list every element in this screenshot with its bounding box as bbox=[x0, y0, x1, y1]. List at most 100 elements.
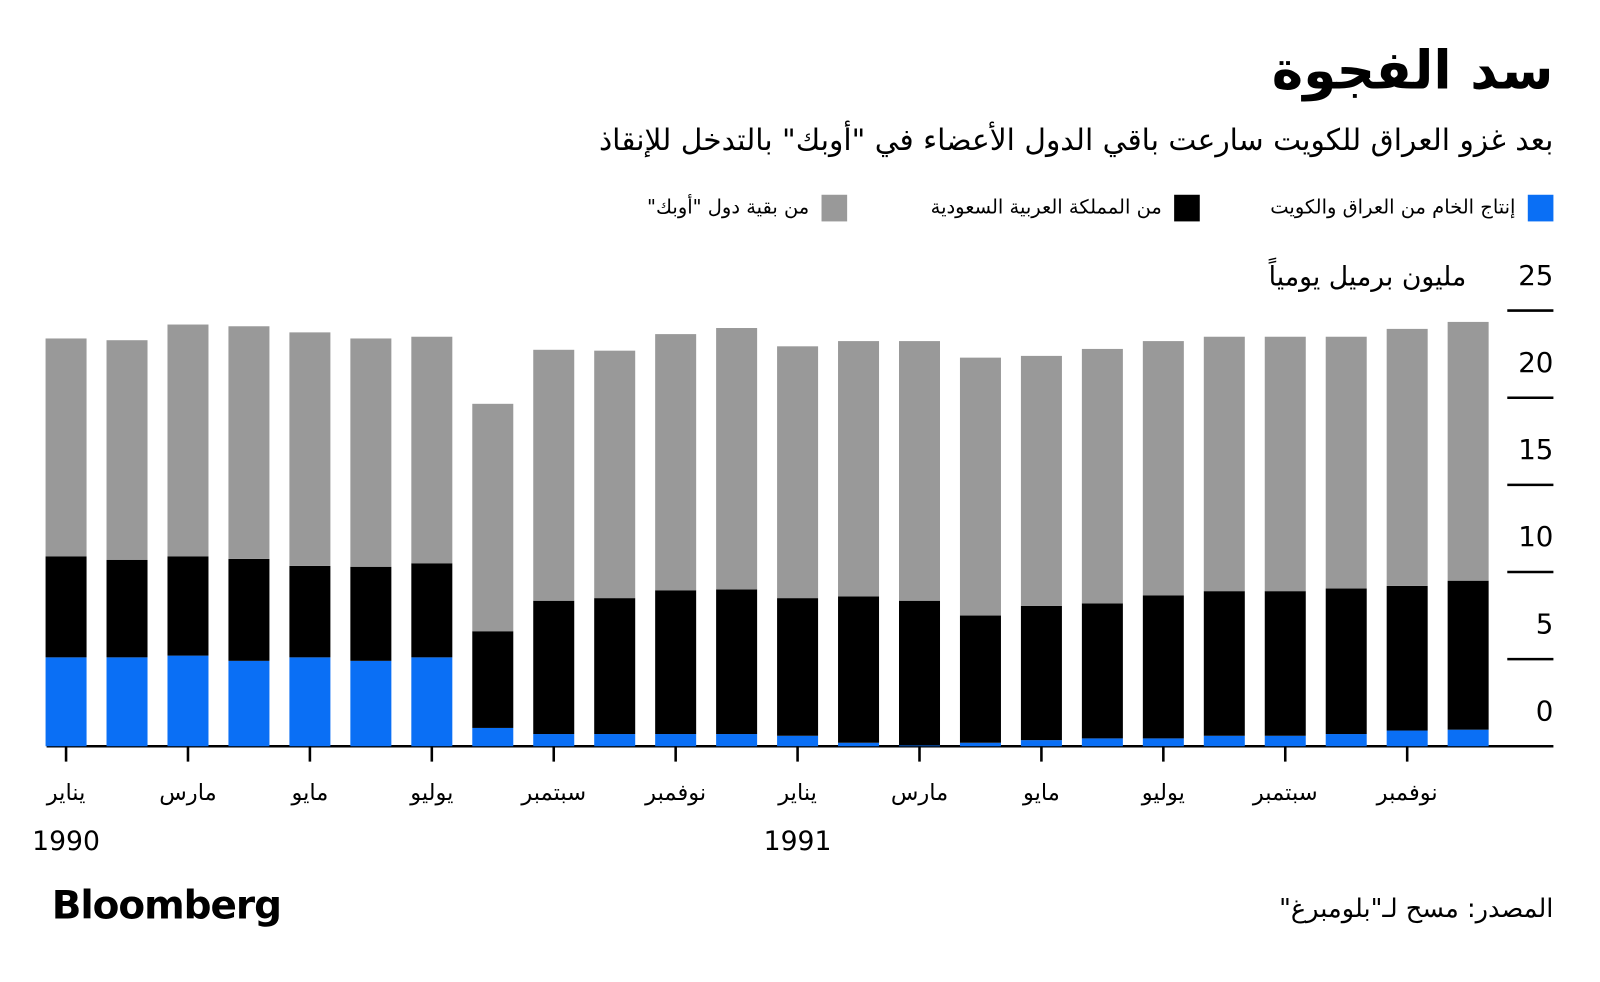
x-tick-label: سبتمبر bbox=[1252, 780, 1318, 806]
bar-segment bbox=[1447, 580, 1489, 730]
y-tick-label: 15 bbox=[1518, 433, 1553, 466]
bar-segment bbox=[959, 742, 1001, 747]
bar-segment bbox=[411, 563, 453, 658]
bar-segment bbox=[106, 657, 148, 747]
chart-title: سد الفجوة bbox=[1272, 39, 1554, 101]
bar-segment bbox=[1447, 729, 1489, 747]
y-tick-label: 25 bbox=[1518, 259, 1553, 292]
bar-segment bbox=[472, 631, 514, 728]
bar-segment bbox=[289, 565, 331, 658]
bar-segment bbox=[350, 338, 392, 567]
bar-segment bbox=[1203, 735, 1245, 747]
bar-segment bbox=[594, 598, 636, 735]
bar-segment bbox=[1264, 591, 1306, 736]
bar-segment bbox=[167, 324, 209, 557]
x-tick-label: يوليو bbox=[409, 780, 453, 806]
bar-segment bbox=[716, 328, 758, 590]
bar-segment bbox=[777, 735, 819, 747]
bar-segment bbox=[1325, 336, 1367, 589]
bar-segment bbox=[655, 734, 697, 747]
bar-segment bbox=[167, 556, 209, 656]
bar-segment bbox=[167, 655, 209, 747]
bar-segment bbox=[1264, 336, 1306, 592]
bar-segment bbox=[289, 657, 331, 747]
bar-segment bbox=[1325, 734, 1367, 747]
bar-segment bbox=[228, 660, 270, 747]
y-axis-label: مليون برميل يومياً bbox=[1268, 257, 1467, 292]
bar-segment bbox=[228, 326, 270, 559]
bar-segment bbox=[533, 734, 575, 747]
bar-segment bbox=[533, 600, 575, 735]
bar-segment bbox=[1264, 735, 1306, 747]
bar-segment bbox=[1020, 355, 1062, 606]
bar-segment bbox=[1081, 603, 1123, 739]
bar-segment bbox=[1020, 605, 1062, 741]
bar-segment bbox=[1447, 321, 1489, 581]
chart-subtitle: بعد غزو العراق للكويت سارعت باقي الدول ا… bbox=[599, 119, 1553, 158]
bar-segment bbox=[350, 566, 392, 661]
x-tick-label: مارس bbox=[159, 780, 216, 806]
brand-logo: Bloomberg bbox=[52, 884, 281, 929]
bar-segment bbox=[106, 559, 148, 658]
y-tick-label: 10 bbox=[1518, 520, 1553, 553]
legend-label: إنتاج الخام من العراق والكويت bbox=[1270, 196, 1515, 220]
bar-segment bbox=[777, 598, 819, 736]
bar-segment bbox=[716, 734, 758, 747]
y-tick-label: 5 bbox=[1536, 607, 1554, 640]
bar-segment bbox=[1081, 348, 1123, 604]
bar-segment bbox=[106, 340, 148, 560]
bar-segment bbox=[411, 657, 453, 747]
bar-segment bbox=[1203, 336, 1245, 592]
source: المصدر: مسح لـ"بلومبرغ" bbox=[1279, 894, 1553, 924]
bar-segment bbox=[1142, 341, 1184, 596]
bar-segment bbox=[1386, 730, 1428, 747]
bar-segment bbox=[45, 657, 87, 747]
x-tick-label: يناير bbox=[46, 780, 86, 806]
x-tick-label: مايو bbox=[290, 780, 328, 806]
bar-segment bbox=[45, 556, 87, 658]
bar-segment bbox=[838, 341, 880, 597]
bar-segment bbox=[45, 338, 87, 557]
legend-label: من بقية دول "أوبك" bbox=[647, 195, 809, 219]
bar-segment bbox=[472, 403, 514, 632]
bar-segment bbox=[655, 334, 697, 591]
x-year-label: 1990 bbox=[32, 826, 100, 857]
bar-segment bbox=[777, 346, 819, 599]
bar-segment bbox=[228, 558, 270, 661]
bar-segment bbox=[472, 727, 514, 747]
x-tick-label: نوفمبر bbox=[1376, 780, 1438, 806]
bar-segment bbox=[1081, 738, 1123, 747]
bar-segment bbox=[959, 615, 1001, 743]
legend-swatch bbox=[821, 194, 848, 222]
x-tick-label: يناير bbox=[777, 780, 817, 806]
y-tick-label: 20 bbox=[1518, 346, 1553, 379]
bar-segment bbox=[533, 349, 575, 601]
bar-segment bbox=[1142, 738, 1184, 747]
x-tick-label: نوفمبر bbox=[644, 780, 706, 806]
bar-segment bbox=[411, 336, 453, 564]
x-tick-label: مايو bbox=[1022, 780, 1060, 806]
bar-segment bbox=[289, 332, 331, 566]
bar-segment bbox=[838, 742, 880, 747]
y-tick-label: 0 bbox=[1536, 694, 1554, 727]
bar-segment bbox=[1325, 588, 1367, 735]
bar-segment bbox=[898, 745, 941, 747]
x-tick-label: سبتمبر bbox=[520, 780, 586, 806]
bar-segment bbox=[655, 590, 697, 735]
x-year-label: 1991 bbox=[764, 826, 832, 857]
bar-segment bbox=[898, 600, 941, 746]
bar-segment bbox=[838, 596, 880, 743]
bar-segment bbox=[1203, 591, 1245, 736]
bar-segment bbox=[1386, 328, 1428, 586]
bar-segment bbox=[898, 341, 941, 601]
bar-segment bbox=[1386, 585, 1428, 731]
bar-segment bbox=[1142, 595, 1184, 739]
bar-segment bbox=[594, 350, 636, 599]
bar-segment bbox=[1020, 740, 1062, 747]
bar-segment bbox=[350, 660, 392, 747]
bar-segment bbox=[959, 357, 1001, 616]
x-tick-label: مارس bbox=[891, 780, 948, 806]
bar-segment bbox=[594, 734, 636, 747]
legend-swatch bbox=[1527, 194, 1554, 222]
